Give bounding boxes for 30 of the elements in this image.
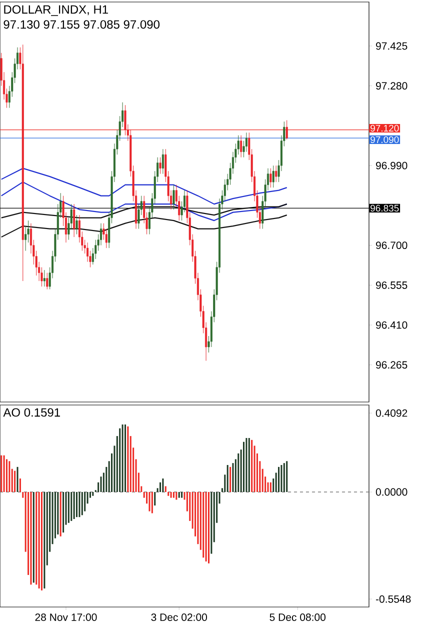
- x-tick-label: 3 Dec 02:00: [151, 614, 207, 621]
- y-tick-label: 96.410: [376, 321, 408, 329]
- y-tick-label: 0.4092: [376, 409, 408, 417]
- chart-title: DOLLAR_INDX, H1: [4, 5, 108, 16]
- y-tick-label: 0.0000: [376, 488, 408, 496]
- chart-title: AO 0.1591: [3, 408, 60, 417]
- candlestick: [162, 148, 164, 174]
- candlestick: [73, 204, 76, 238]
- ref-line-label: 96.835: [370, 204, 399, 212]
- y-tick-label: -0.5548: [376, 595, 411, 603]
- y-tick-label: 96.700: [376, 242, 408, 250]
- y-tick-label: 96.265: [376, 361, 408, 369]
- candlestick: [46, 272, 48, 290]
- ref-line-label: 97.090: [370, 136, 399, 144]
- y-tick-label: 97.280: [376, 82, 408, 90]
- candlestick: [159, 157, 162, 174]
- candlestick: [270, 168, 272, 188]
- ref-line-label: 97.120: [370, 124, 399, 132]
- candlestick: [272, 165, 274, 188]
- candlestick: [43, 270, 46, 287]
- candlestick: [275, 165, 278, 182]
- y-tick-label: 97.425: [376, 42, 408, 50]
- x-tick-label: 5 Dec 08:00: [270, 614, 326, 621]
- y-tick-label: 96.555: [376, 281, 408, 289]
- y-tick-label: 96.990: [376, 162, 408, 170]
- candlestick: [240, 135, 242, 158]
- candlestick: [172, 184, 175, 210]
- text: 97.130 97.155 97.085 97.090: [4, 20, 160, 29]
- x-tick-label: 28 Nov 17:00: [35, 614, 97, 621]
- candlestick: [76, 214, 78, 235]
